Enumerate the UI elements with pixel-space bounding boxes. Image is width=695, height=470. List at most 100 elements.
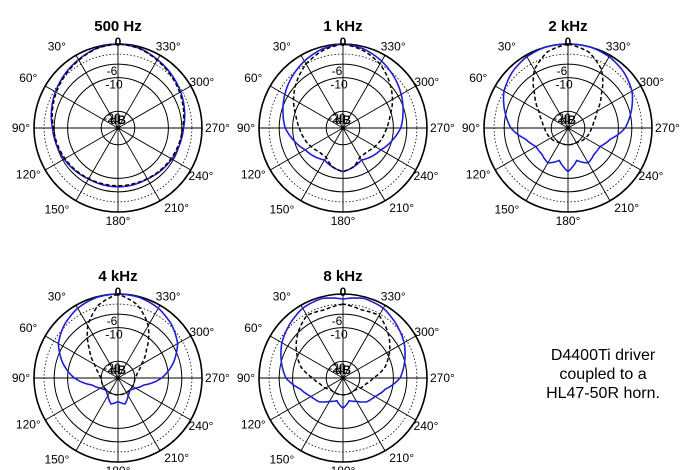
polar-spoke (270, 127, 344, 171)
angle-label-0: 0 (340, 285, 347, 299)
chart-title: 500 Hz (94, 18, 142, 35)
angle-label: 270° (655, 121, 680, 135)
polar-spoke (525, 127, 569, 201)
angle-label: 60° (19, 321, 37, 335)
polar-spoke (342, 305, 386, 379)
polar-spoke (567, 127, 611, 201)
polar-spoke (342, 55, 386, 129)
polar-spoke (45, 377, 119, 421)
r-tick-label: -6 (107, 64, 118, 78)
angle-label: 60° (19, 71, 37, 85)
angle-label: 330° (381, 40, 406, 54)
caption-line-3: HL47-50R horn. (546, 385, 660, 402)
caption-line-1: D4400Ti driver (550, 347, 656, 364)
polar-spoke (567, 55, 611, 129)
polar-spoke (300, 377, 344, 451)
polar-spoke (525, 55, 569, 129)
angle-label: 300° (189, 75, 214, 89)
polar-spoke (495, 127, 569, 171)
r-tick-label: -6 (107, 314, 118, 328)
polar-spoke (117, 377, 161, 451)
angle-label: 330° (381, 290, 406, 304)
angle-label: 270° (430, 121, 455, 135)
angle-label: 240° (639, 169, 664, 183)
polar-spoke (342, 377, 386, 451)
r-tick-label: -20 (328, 361, 346, 375)
r-tick-label: -6 (332, 64, 343, 78)
r-tick-label: -10 (555, 78, 573, 92)
angle-label: 60° (244, 71, 262, 85)
angle-label-0: 0 (115, 285, 122, 299)
angle-label: 300° (414, 75, 439, 89)
angle-label: 240° (414, 419, 439, 433)
angle-label: 30° (273, 40, 291, 54)
polar-spoke (117, 85, 191, 129)
polar-spoke (342, 127, 416, 171)
angle-label: 210° (389, 201, 414, 215)
polar-spoke (495, 85, 569, 129)
angle-label: 330° (156, 290, 181, 304)
angle-label: 150° (44, 453, 69, 467)
angle-label: 180° (106, 214, 131, 228)
angle-label: 120° (16, 167, 41, 181)
angle-label: 210° (389, 451, 414, 465)
angle-label: 90° (12, 371, 30, 385)
polar-spoke (117, 377, 191, 421)
polar-spoke (342, 85, 416, 129)
polar-spoke (75, 55, 119, 129)
angle-label-0: 0 (565, 35, 572, 49)
r-tick-label: -10 (330, 328, 348, 342)
chart-title: 8 kHz (323, 268, 362, 285)
r-tick-label: -10 (105, 328, 123, 342)
polar-spoke (117, 127, 191, 171)
polar-spoke (45, 85, 119, 129)
response-trace-black-dashed (51, 43, 185, 187)
figure-caption: D4400Ti driver coupled to a HL47-50R hor… (528, 346, 678, 403)
angle-label: 90° (462, 121, 480, 135)
polar-spoke (75, 305, 119, 379)
angle-label: 240° (414, 169, 439, 183)
angle-label: 300° (414, 325, 439, 339)
caption-line-2: coupled to a (559, 366, 647, 383)
angle-label: 150° (44, 203, 69, 217)
angle-label: 30° (498, 40, 516, 54)
angle-label-0: 0 (340, 35, 347, 49)
response-trace-blue (50, 43, 186, 188)
polar-spoke (117, 335, 191, 379)
angle-label: 150° (269, 453, 294, 467)
response-trace-black-dashed (86, 293, 150, 396)
polar-spoke (75, 127, 119, 201)
angle-label: 30° (48, 40, 66, 54)
angle-label: 330° (156, 40, 181, 54)
r-tick-label: -6 (557, 64, 568, 78)
angle-label: 120° (466, 167, 491, 181)
unit-label-db: dB (110, 363, 126, 377)
angle-label: 120° (16, 417, 41, 431)
polar-spoke (270, 85, 344, 129)
unit-label-db: dB (560, 113, 576, 127)
angle-label: 30° (273, 290, 291, 304)
chart-title: 2 kHz (548, 18, 587, 35)
angle-label: 240° (189, 419, 214, 433)
angle-label: 210° (164, 451, 189, 465)
polar-spoke (342, 377, 416, 421)
angle-label: 90° (237, 121, 255, 135)
polar-spoke (300, 127, 344, 201)
angle-label: 150° (269, 203, 294, 217)
polar-spoke (300, 55, 344, 129)
angle-label: 270° (205, 371, 230, 385)
angle-label: 300° (189, 325, 214, 339)
angle-label: 120° (241, 417, 266, 431)
polar-spoke (117, 305, 161, 379)
angle-label: 180° (331, 464, 356, 470)
angle-label: 180° (106, 464, 131, 470)
polar-spoke (342, 127, 386, 201)
polar-spoke (45, 127, 119, 171)
angle-label: 60° (469, 71, 487, 85)
angle-label: 180° (331, 214, 356, 228)
